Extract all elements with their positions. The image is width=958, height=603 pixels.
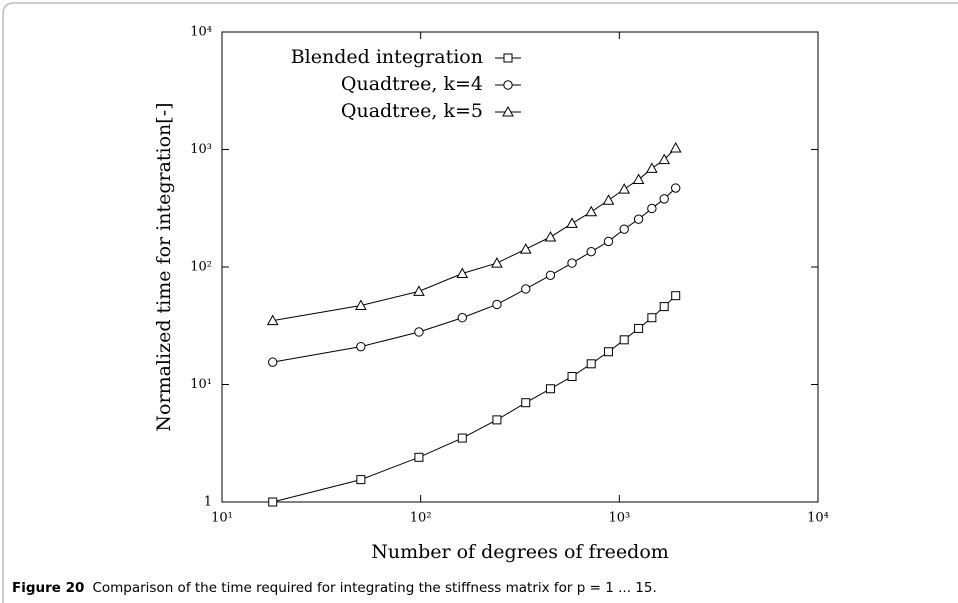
marker [659,194,669,204]
marker [603,236,614,247]
legend-marker [503,53,513,63]
marker [585,205,598,217]
caption: Figure 20 Comparison of the time required… [12,580,657,596]
marker [491,257,503,268]
marker [356,475,366,485]
marker [456,267,469,279]
marker [567,258,577,268]
x-tick-label: 10⁴ [807,511,829,526]
marker [671,183,681,193]
marker [586,359,596,369]
marker [492,299,502,310]
marker [647,203,657,214]
marker [647,313,657,323]
marker [632,173,645,185]
x-axis-label: Number of degrees of freedom [371,541,669,563]
legend-marker [503,80,513,90]
marker [545,270,556,280]
marker [619,335,629,345]
plot-frame [221,31,819,503]
marker [414,327,424,337]
marker [669,141,682,153]
x-tick-label: 10² [410,511,432,526]
y-tick-label: 10³ [190,142,212,157]
marker [413,285,425,296]
legend-label: Quadtree, k=4 [341,73,483,95]
marker [671,291,681,301]
marker [545,384,555,394]
marker [414,452,424,462]
marker [603,347,613,357]
marker [633,214,644,224]
legend-marker [502,105,514,117]
y-axis-label: Normalized time for integration[-] [153,102,175,431]
marker [586,246,596,257]
caption-text: Comparison of the time required for inte… [92,580,656,596]
marker [619,224,629,234]
marker [602,194,615,205]
y-tick-label: 1 [204,495,212,510]
marker [355,299,367,311]
marker [492,415,502,425]
marker [634,323,644,333]
marker [457,433,467,443]
x-tick-label: 10¹ [211,511,233,526]
marker [268,497,278,507]
marker [567,371,577,381]
marker [659,302,669,312]
marker [266,314,279,326]
legend-label: Quadtree, k=5 [341,100,483,122]
x-tick-label: 10³ [608,511,630,526]
y-tick-label: 10⁴ [190,25,212,40]
marker [521,284,531,294]
marker [521,398,531,408]
marker [658,153,671,165]
marker [646,162,658,173]
caption-label: Figure 20 [12,580,84,596]
marker [268,357,278,367]
y-tick-label: 10² [190,260,212,275]
legend-label: Blended integration [291,46,483,68]
marker [566,217,578,228]
series-line [272,187,677,363]
marker [618,183,631,194]
marker [356,341,366,352]
marker [544,230,557,242]
marker [519,243,532,254]
y-tick-label: 10¹ [190,377,212,392]
series-line [272,295,677,503]
marker [457,313,467,323]
series-line [272,147,677,322]
